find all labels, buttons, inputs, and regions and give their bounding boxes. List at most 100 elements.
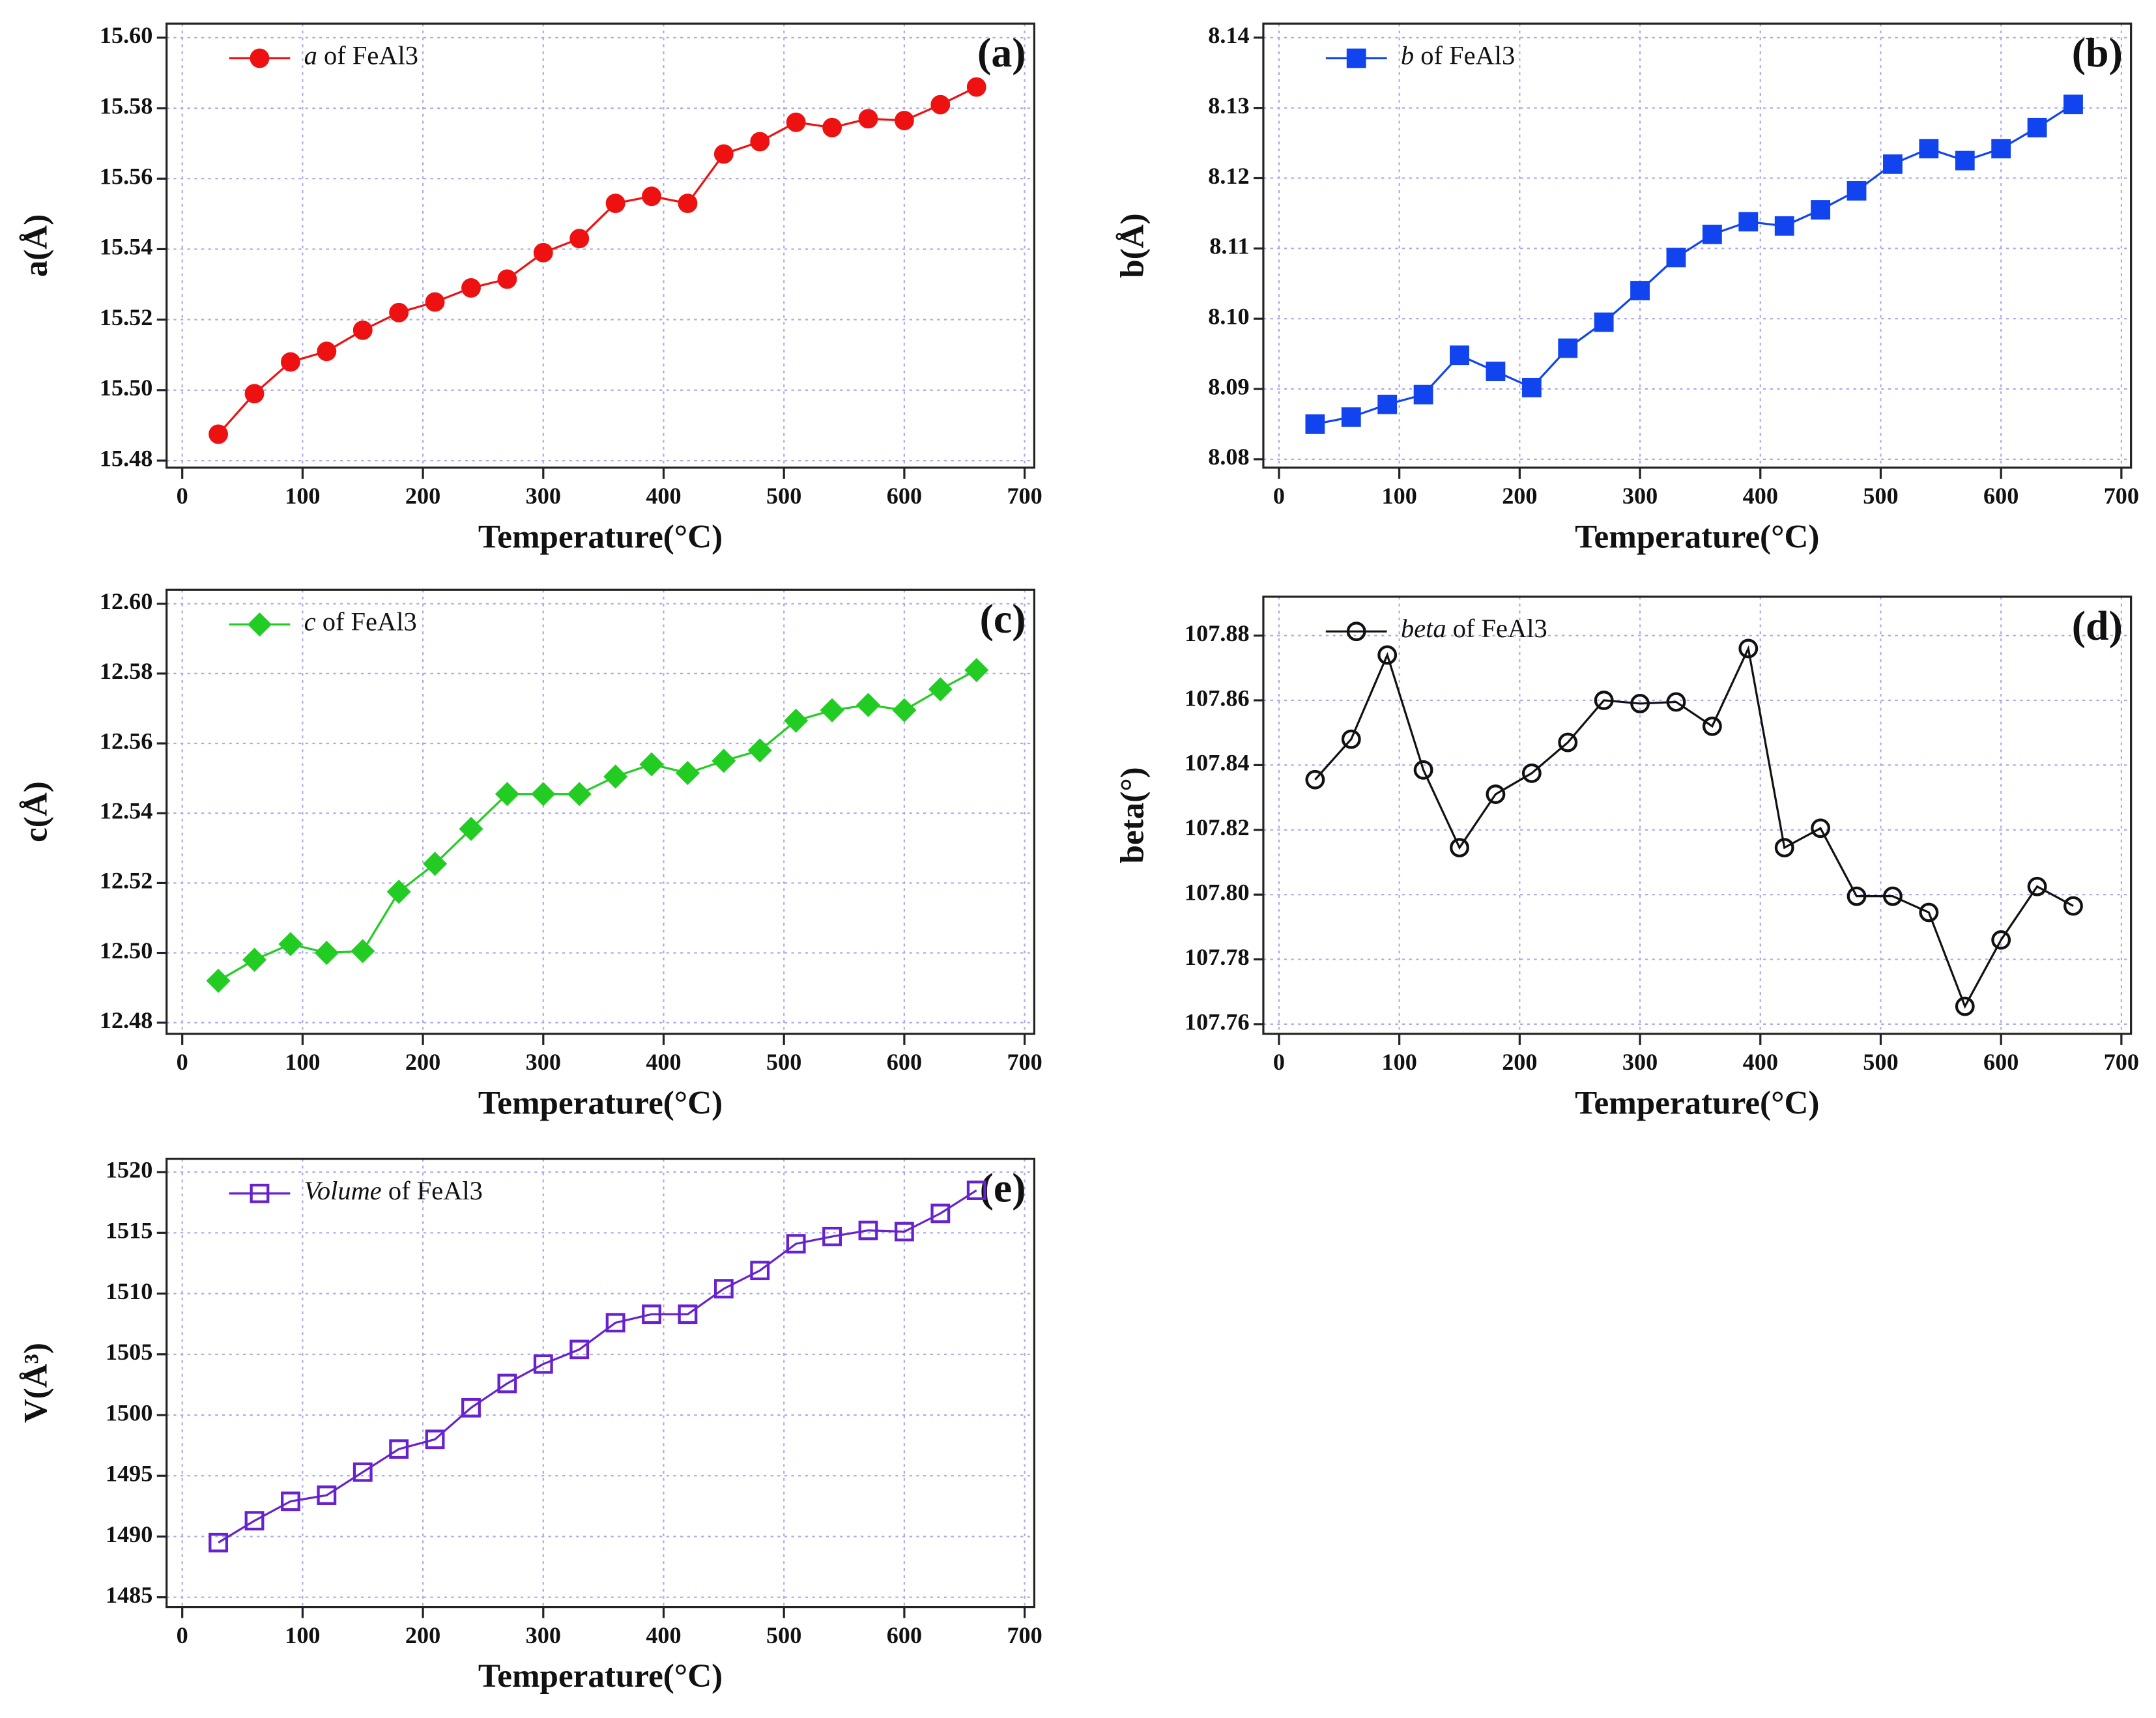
legend-label-rest: of FeAl3 <box>382 1176 483 1205</box>
x-tick-label: 200 <box>1502 1049 1537 1075</box>
marker <box>281 1491 300 1511</box>
marker <box>389 1439 409 1459</box>
marker <box>1413 384 1433 405</box>
y-tick-label: 107.86 <box>1185 685 1250 711</box>
x-tick-label: 400 <box>646 1622 681 1648</box>
marker <box>930 94 951 115</box>
y-tick-label: 107.76 <box>1185 1009 1250 1035</box>
legend-label-rest: of FeAl3 <box>1414 41 1515 70</box>
x-axis-title: Temperature(°C) <box>478 1084 723 1121</box>
marker <box>822 117 842 137</box>
marker <box>314 941 339 966</box>
marker <box>569 1339 590 1360</box>
marker <box>1594 312 1614 332</box>
x-tick-label: 600 <box>887 1049 922 1075</box>
marker <box>1883 154 1903 174</box>
marker <box>1919 139 1939 159</box>
legend-label-rest: of FeAl3 <box>317 41 418 70</box>
legend-marker <box>250 1183 270 1203</box>
y-tick-label: 15.60 <box>100 22 152 48</box>
x-tick-label: 100 <box>285 483 320 509</box>
y-tick-label: 15.56 <box>100 164 152 190</box>
x-tick-label: 700 <box>1007 1049 1042 1075</box>
marker <box>964 657 989 683</box>
x-tick-label: 500 <box>766 1622 801 1648</box>
marker <box>1991 930 2011 950</box>
data-line <box>218 669 977 982</box>
marker <box>747 738 772 763</box>
x-tick-label: 0 <box>1273 483 1285 509</box>
marker <box>605 193 625 214</box>
marker <box>2027 117 2047 137</box>
marker <box>713 144 734 164</box>
marker <box>750 1261 770 1281</box>
legend-marker <box>247 612 272 637</box>
y-tick-label: 1505 <box>106 1339 152 1365</box>
marker <box>351 939 375 964</box>
x-tick-label: 100 <box>285 1622 320 1648</box>
marker <box>389 302 409 322</box>
y-tick-label: 1520 <box>106 1156 152 1182</box>
marker <box>1521 763 1542 783</box>
x-tick-label: 100 <box>1382 483 1417 509</box>
marker <box>423 852 448 876</box>
marker <box>1919 902 1939 923</box>
x-tick-label: 500 <box>766 1049 801 1075</box>
marker <box>603 764 628 789</box>
x-tick-label: 400 <box>1743 1049 1778 1075</box>
marker <box>281 352 300 372</box>
marker <box>533 1354 553 1374</box>
marker <box>278 932 303 956</box>
marker <box>605 1313 625 1333</box>
marker <box>352 320 373 340</box>
panel-label: (b) <box>2072 29 2123 76</box>
data-line <box>218 1189 977 1544</box>
x-tick-label: 600 <box>887 483 922 509</box>
marker <box>966 77 986 97</box>
marker <box>675 761 700 786</box>
marker <box>822 1227 842 1246</box>
marker <box>1558 732 1578 752</box>
legend-marker <box>1346 622 1366 642</box>
plot-frame <box>165 588 1035 1035</box>
y-axis-title: a(Å) <box>17 214 54 278</box>
marker <box>713 1279 734 1299</box>
y-tick-label: 8.11 <box>1209 233 1249 259</box>
marker <box>497 269 517 289</box>
legend-label-italic: c <box>304 607 316 637</box>
marker <box>786 112 806 132</box>
marker <box>1413 760 1433 780</box>
y-tick-label: 1500 <box>106 1399 152 1425</box>
panel-label: (e) <box>980 1164 1026 1210</box>
x-tick-label: 300 <box>526 1049 561 1075</box>
marker <box>569 229 590 249</box>
x-tick-label: 400 <box>646 1049 681 1075</box>
marker <box>786 1234 806 1254</box>
marker <box>352 1462 373 1482</box>
legend-label: Volume of FeAl3 <box>304 1176 483 1205</box>
x-tick-label: 200 <box>405 1622 440 1648</box>
marker <box>1666 692 1686 712</box>
marker <box>567 782 592 807</box>
marker <box>1341 729 1361 749</box>
marker <box>1666 248 1686 268</box>
y-tick-label: 8.14 <box>1208 22 1249 48</box>
y-tick-label: 107.78 <box>1185 944 1250 970</box>
legend-label-italic: a <box>304 41 317 70</box>
y-tick-label: 8.08 <box>1208 444 1249 470</box>
marker <box>2063 94 2083 115</box>
legend-label-rest: of FeAl3 <box>316 607 417 637</box>
x-tick-label: 0 <box>177 1049 188 1075</box>
y-tick-label: 8.13 <box>1208 93 1249 119</box>
x-tick-label: 600 <box>1983 483 2019 509</box>
marker <box>461 1397 481 1418</box>
marker <box>1774 838 1794 858</box>
marker <box>242 947 267 972</box>
y-tick-label: 8.10 <box>1208 303 1249 329</box>
marker <box>1377 645 1398 665</box>
y-tick-label: 15.48 <box>100 445 152 471</box>
legend-label-italic: beta <box>1401 614 1446 643</box>
x-axis-title: Temperature(°C) <box>478 518 723 555</box>
marker <box>1738 638 1759 659</box>
